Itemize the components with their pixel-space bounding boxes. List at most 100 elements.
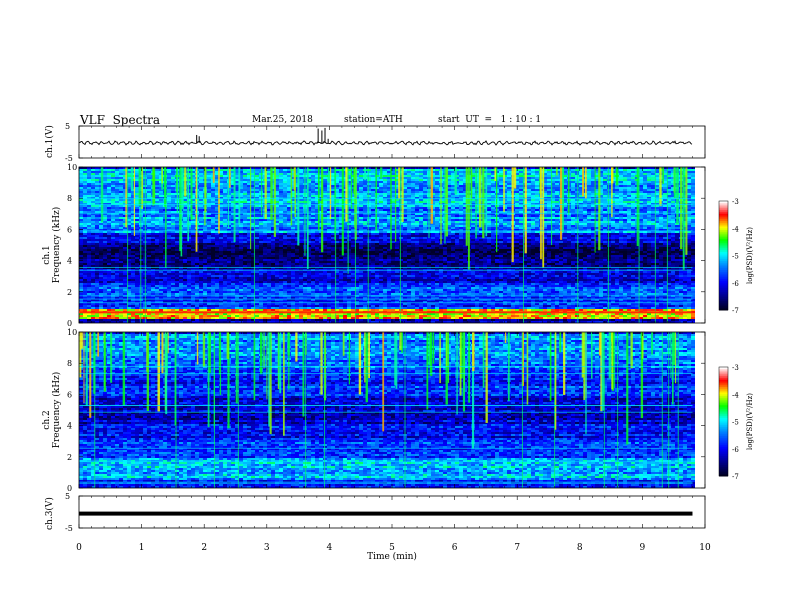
ch2-colorbar-frame: [718, 366, 729, 477]
ch2-colorbar-cell: [719, 421, 728, 424]
ch2-spec-image: [79, 332, 695, 488]
ch1-colorbar-cell: [719, 251, 728, 255]
ch2-colorbar-cell: [719, 423, 728, 426]
ch2-spec-y-tick-label: 2: [67, 453, 72, 462]
ch1-colorbar-cell: [719, 257, 728, 260]
ch2-colorbar-cell: [719, 367, 728, 370]
ch1-colorbar-cell: [719, 204, 728, 207]
ch2-colorbar-cell: [719, 394, 728, 397]
ch1-colorbar-cell: [719, 250, 728, 253]
ch1-colorbar-cell: [719, 242, 728, 246]
date-label: Mar.25, 2018: [252, 115, 313, 125]
ch2-colorbar-cell: [719, 379, 728, 383]
ch2-spec-y-tick-label: 10: [67, 328, 77, 337]
ch1-colorbar-cell: [719, 273, 728, 276]
station-label: station=ATH: [344, 115, 403, 125]
ch2-colorbar-cell: [719, 436, 728, 439]
ch2-colorbar-cell: [719, 399, 728, 403]
ch1-colorbar-cell: [719, 266, 728, 269]
ch2-colorbar-cell: [719, 381, 728, 384]
ch2-colorbar-label: log(PSD)(V²/Hz): [746, 393, 754, 450]
ch2-colorbar-cell: [719, 446, 728, 450]
ch2-colorbar-cell: [719, 376, 728, 379]
figure-title: VLF Spectra: [80, 113, 160, 127]
ch1-colorbar-cell: [719, 255, 728, 258]
ch2-colorbar-tick: -6: [732, 446, 739, 454]
x-tick-label: 5: [389, 543, 395, 553]
ch2-colorbar-tick: -7: [732, 473, 739, 481]
ch2-colorbar-cell: [719, 459, 728, 462]
ch1-colorbar-cell: [719, 279, 728, 282]
ch1-colorbar-cell: [719, 202, 728, 206]
ch1-colorbar-cell: [719, 304, 728, 307]
ch1-colorbar-cell: [719, 293, 728, 296]
ch2-colorbar-cell: [719, 448, 728, 452]
ch2-colorbar-cell: [719, 439, 728, 442]
ch3-y-tick-label: 5: [65, 492, 70, 501]
ch1-colorbar-cell: [719, 280, 728, 284]
ch2-colorbar-cell: [719, 441, 728, 444]
ch1-colorbar-cell: [719, 253, 728, 256]
ch1-spec-channel-label: ch.1: [42, 245, 52, 264]
ch1-y-tick-label: -5: [65, 154, 73, 163]
ch2-colorbar-cell: [719, 403, 728, 406]
ch1-colorbar-cell: [719, 270, 728, 273]
ch1-colorbar-cell: [719, 237, 728, 240]
ch1-colorbar-tick: -3: [732, 198, 739, 206]
ch1-colorbar-cell: [719, 288, 728, 291]
ch2-colorbar-cell: [719, 450, 728, 453]
ch1-y-axis-label: ch.1(V): [44, 125, 55, 158]
ch2-colorbar-cell: [719, 406, 728, 410]
ch1-colorbar-cell: [719, 300, 728, 304]
ch1-colorbar-cell: [719, 248, 728, 251]
ch1-spec-image: [79, 167, 695, 323]
ch1-colorbar-cell: [719, 201, 728, 204]
ch2-colorbar-cell: [719, 463, 728, 466]
x-tick-label: 10: [699, 543, 711, 553]
ch1-spec-y-tick-label: 2: [67, 288, 72, 297]
ch2-colorbar-cell: [719, 372, 728, 375]
ch2-colorbar-cell: [719, 428, 728, 432]
ch1-colorbar-cell: [719, 268, 728, 271]
ch1-colorbar-cell: [719, 244, 728, 247]
ch2-colorbar-cell: [719, 466, 728, 470]
ch2-colorbar-tick: -5: [732, 419, 739, 427]
ch1-colorbar-cell: [719, 217, 728, 220]
ch2-spec-channel-label: ch.2: [42, 410, 52, 429]
ch1-colorbar-cell: [719, 282, 728, 286]
ch2-colorbar-cell: [719, 474, 728, 477]
ch2-colorbar-cell: [719, 408, 728, 412]
x-tick-label: 4: [327, 543, 333, 553]
ch1-colorbar-cell: [719, 264, 728, 267]
ch1-colorbar-cell: [719, 297, 728, 300]
ch1-colorbar-tick: -7: [732, 307, 739, 315]
ch1-spec-y-tick-label: 4: [67, 257, 72, 266]
ch2-colorbar-cell: [719, 374, 728, 377]
ch2-colorbar-cell: [719, 445, 728, 448]
ch1-colorbar-cell: [719, 224, 728, 227]
ch2-colorbar-cell: [719, 386, 728, 390]
ch2-colorbar-cell: [719, 430, 728, 433]
ch3-trace: [79, 511, 693, 516]
ch1-colorbar-cell: [719, 222, 728, 226]
ch1-spec-y-tick-label: 6: [67, 225, 72, 234]
ch2-spec-y-axis-label: Frequency (kHz): [51, 372, 62, 449]
ch1-spec-y-tick-label: 8: [67, 194, 72, 203]
ch1-colorbar-cell: [719, 219, 728, 222]
ch2-colorbar-cell: [719, 426, 728, 430]
ch2-colorbar-cell: [719, 396, 728, 399]
ch1-colorbar-cell: [719, 262, 728, 266]
ch1-colorbar-cell: [719, 246, 728, 249]
ch2-colorbar-cell: [719, 468, 728, 472]
ch1-spec-y-axis-label: Frequency (kHz): [51, 207, 62, 284]
ch1-colorbar-cell: [719, 230, 728, 233]
ch1-colorbar-cell: [719, 290, 728, 293]
ch2-colorbar-cell: [719, 457, 728, 461]
ch1-colorbar-cell: [719, 308, 728, 311]
x-tick-label: 7: [514, 543, 520, 553]
ch2-colorbar-cell: [719, 414, 728, 417]
ch2-colorbar-cell: [719, 392, 728, 395]
ch1-colorbar-cell: [719, 295, 728, 298]
ch2-colorbar-cell: [719, 385, 728, 388]
x-tick-label: 8: [577, 543, 583, 553]
